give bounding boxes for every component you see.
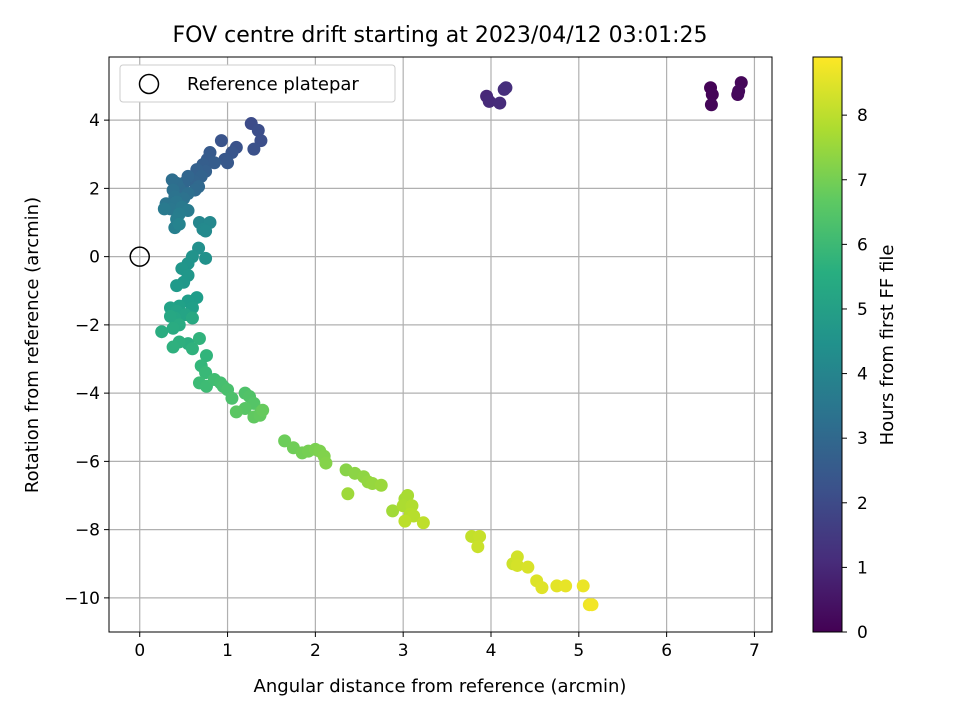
scatter-point xyxy=(207,156,221,170)
scatter-point xyxy=(192,332,206,346)
scatter-point xyxy=(510,558,524,572)
colorbar-ticks: 0 1 2 3 4 5 6 7 8 xyxy=(842,106,868,643)
scatter-point xyxy=(559,579,573,593)
scatter-point xyxy=(166,340,180,354)
x-axis-ticks: 0 1 2 3 4 5 6 7 xyxy=(134,632,760,661)
x-tick-label: 3 xyxy=(398,641,409,661)
scatter-point xyxy=(732,84,746,98)
colorbar-tick-label: 1 xyxy=(857,558,868,578)
scatter-point xyxy=(199,349,213,363)
grid-lines xyxy=(109,57,772,632)
colorbar-tick-label: 0 xyxy=(857,623,868,643)
legend: Reference platepar xyxy=(119,64,396,103)
legend-marker-reference xyxy=(138,73,160,95)
scatter-point xyxy=(163,309,177,323)
scatter-point xyxy=(473,529,487,543)
colorbar-tick-label: 4 xyxy=(857,365,868,385)
y-tick-label: −6 xyxy=(75,452,100,472)
scatter-point xyxy=(493,96,507,110)
scatter-point xyxy=(185,342,199,356)
scatter-point xyxy=(535,581,549,595)
scatter-point xyxy=(401,489,415,503)
chart-title: FOV centre drift starting at 2023/04/12 … xyxy=(173,23,708,48)
scatter-point xyxy=(576,579,590,593)
scatter-point xyxy=(256,403,270,417)
y-tick-label: −8 xyxy=(75,521,100,541)
y-tick-label: −2 xyxy=(75,316,100,336)
legend-label-reference: Reference platepar xyxy=(187,74,359,95)
y-axis-ticks: 4 2 0 −2 −4 −6 −8 −10 xyxy=(64,111,109,609)
x-tick-label: 5 xyxy=(573,641,584,661)
scatter-point xyxy=(416,516,430,530)
scatter-point xyxy=(199,224,213,238)
x-axis-label: Angular distance from reference (arcmin) xyxy=(254,676,627,697)
scatter-point xyxy=(199,366,213,380)
scatter-point xyxy=(585,598,599,612)
scatter-point xyxy=(251,123,265,137)
y-axis-label: Rotation from reference (arcmin) xyxy=(22,197,43,493)
scatter-point xyxy=(157,202,171,216)
scatter-point xyxy=(278,434,292,448)
scatter-point xyxy=(165,173,179,187)
reference-marker xyxy=(129,246,150,267)
plot-frame xyxy=(108,56,773,633)
colorbar-tick-label: 2 xyxy=(857,494,868,514)
y-tick-label: 2 xyxy=(89,179,100,199)
scatter-point xyxy=(319,456,333,470)
x-tick-label: 6 xyxy=(661,641,672,661)
scatter-point xyxy=(471,540,485,554)
scatter-point xyxy=(499,81,513,95)
scatter-point xyxy=(221,156,235,170)
colorbar-label: Hours from first FF file xyxy=(877,245,898,446)
reference-platepar-point xyxy=(129,246,150,267)
x-tick-label: 7 xyxy=(749,641,760,661)
x-tick-label: 4 xyxy=(486,641,497,661)
scatter-point xyxy=(341,487,355,501)
scatter-point xyxy=(705,88,719,102)
colorbar-tick-label: 5 xyxy=(857,300,868,320)
colorbar-tick-label: 3 xyxy=(857,429,868,449)
scatter-point xyxy=(247,142,261,156)
colorbar-tick-label: 8 xyxy=(857,106,868,126)
y-tick-label: −4 xyxy=(75,384,100,404)
scatter-point xyxy=(398,514,412,528)
scatter-point xyxy=(482,94,496,108)
x-tick-label: 2 xyxy=(310,641,321,661)
scatter-point xyxy=(185,311,199,325)
scatter-point xyxy=(170,279,184,293)
scatter-point xyxy=(521,560,535,574)
colorbar-tick-label: 7 xyxy=(857,171,868,191)
scatter-point xyxy=(214,134,228,148)
scatter-point xyxy=(386,504,400,518)
scatter-points xyxy=(155,76,748,612)
x-tick-label: 1 xyxy=(222,641,233,661)
y-tick-label: 0 xyxy=(89,248,100,268)
scatter-point xyxy=(704,98,718,112)
scatter-point xyxy=(199,251,213,265)
y-tick-label: −10 xyxy=(64,589,100,609)
scatter-point xyxy=(374,478,388,492)
y-tick-label: 4 xyxy=(89,111,100,131)
legend-box xyxy=(119,64,396,103)
scatter-point xyxy=(155,325,169,339)
scatter-point xyxy=(166,321,180,335)
x-tick-label: 0 xyxy=(134,641,145,661)
scatter-point xyxy=(225,391,239,405)
colorbar-tick-label: 6 xyxy=(857,235,868,255)
colorbar xyxy=(812,56,843,633)
scatter-point xyxy=(229,405,243,419)
scatter-point xyxy=(172,217,186,231)
